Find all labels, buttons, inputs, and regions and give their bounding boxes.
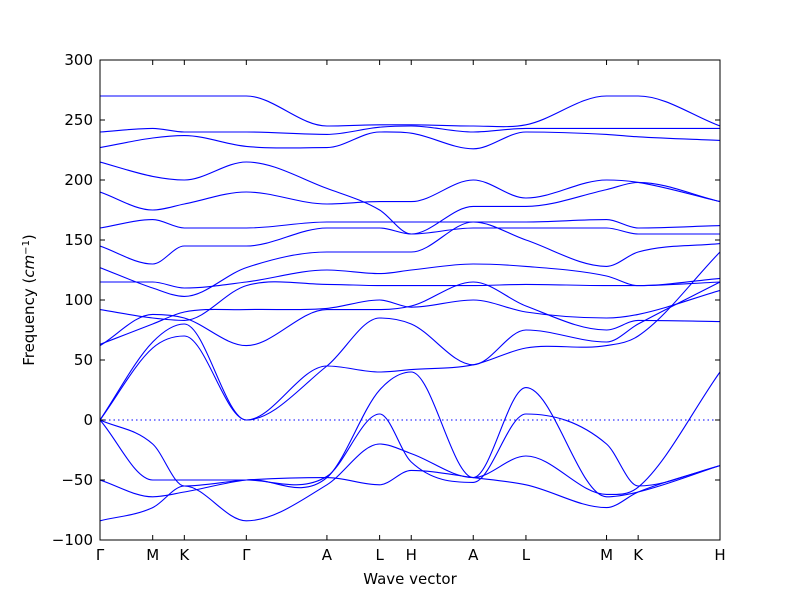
x-tick-label: K [179, 546, 190, 564]
band-line-6 [100, 281, 720, 421]
y-tick-label: 200 [64, 171, 93, 189]
x-tick-label: L [375, 546, 384, 564]
band-line-13 [100, 219, 720, 229]
y-tick-label: 100 [64, 291, 93, 309]
band-line-10 [100, 263, 720, 289]
x-tick-label: A [468, 546, 479, 564]
band-line-17 [100, 125, 720, 135]
y-tick-label: −100 [52, 531, 93, 549]
band-line-5 [100, 251, 720, 421]
y-tick-label: 50 [74, 351, 93, 369]
plot-frame [99, 59, 721, 541]
x-tick-label: L [522, 546, 531, 564]
x-axis-label: Wave vector [363, 570, 457, 588]
x-tick-label: A [322, 546, 333, 564]
y-axis-unit: cm [20, 255, 38, 278]
y-tick-label: 300 [64, 51, 93, 69]
y-axis-label: Frequency (cm−1) [20, 234, 38, 366]
band-line-8 [100, 289, 720, 345]
band-line-7 [100, 281, 720, 347]
x-tick-label: M [600, 546, 613, 564]
band-line-11 [100, 221, 720, 297]
band-line-18 [100, 95, 720, 128]
y-axis-label-text: Frequency [20, 288, 38, 366]
band-line-4 [100, 371, 720, 522]
band-line-3 [100, 371, 720, 498]
band-line-2 [100, 413, 720, 487]
y-tick-labels: 300 250 200 150 100 50 0 −50 −100 [52, 51, 93, 549]
x-tick-label: K [633, 546, 644, 564]
band-line-15 [100, 161, 720, 235]
band-line-12 [100, 227, 720, 265]
x-tick-label: Γ [96, 546, 105, 564]
x-tick-label: M [146, 546, 159, 564]
y-tick-label: 250 [64, 111, 93, 129]
band-lines [100, 95, 720, 522]
y-tick-label: 0 [83, 411, 93, 429]
x-tick-label: H [406, 546, 417, 564]
y-tick-label: 150 [64, 231, 93, 249]
plot-area [100, 95, 720, 522]
band-line-14 [100, 179, 720, 211]
y-axis-unit-exponent: −1 [21, 240, 32, 255]
y-tick-label: −50 [61, 471, 93, 489]
x-tick-label: Γ [242, 546, 251, 564]
band-line-9 [100, 281, 720, 321]
band-line-16 [100, 131, 720, 150]
x-tick-label: H [714, 546, 725, 564]
